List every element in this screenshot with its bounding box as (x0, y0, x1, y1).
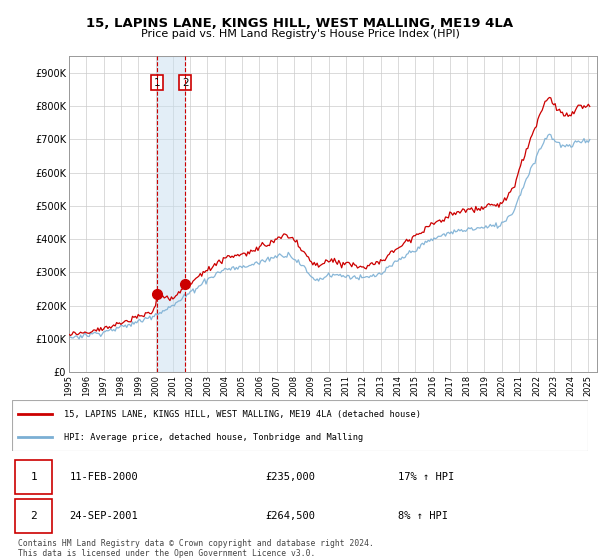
Text: 15, LAPINS LANE, KINGS HILL, WEST MALLING, ME19 4LA: 15, LAPINS LANE, KINGS HILL, WEST MALLIN… (86, 17, 514, 30)
Text: 17% ↑ HPI: 17% ↑ HPI (398, 472, 454, 482)
Text: 2: 2 (182, 78, 188, 88)
Text: Price paid vs. HM Land Registry's House Price Index (HPI): Price paid vs. HM Land Registry's House … (140, 29, 460, 39)
FancyBboxPatch shape (15, 460, 52, 494)
Text: 15, LAPINS LANE, KINGS HILL, WEST MALLING, ME19 4LA (detached house): 15, LAPINS LANE, KINGS HILL, WEST MALLIN… (64, 409, 421, 418)
Text: 11-FEB-2000: 11-FEB-2000 (70, 472, 139, 482)
Text: 1: 1 (31, 472, 37, 482)
Text: 8% ↑ HPI: 8% ↑ HPI (398, 511, 448, 521)
Text: Contains HM Land Registry data © Crown copyright and database right 2024.
This d: Contains HM Land Registry data © Crown c… (18, 539, 374, 558)
Text: £235,000: £235,000 (265, 472, 316, 482)
Text: £264,500: £264,500 (265, 511, 316, 521)
FancyBboxPatch shape (12, 400, 588, 451)
Text: 24-SEP-2001: 24-SEP-2001 (70, 511, 139, 521)
Text: 2: 2 (31, 511, 37, 521)
FancyBboxPatch shape (15, 500, 52, 533)
Text: 1: 1 (154, 78, 160, 88)
Text: HPI: Average price, detached house, Tonbridge and Malling: HPI: Average price, detached house, Tonb… (64, 433, 363, 442)
Bar (157, 56, 185, 372)
